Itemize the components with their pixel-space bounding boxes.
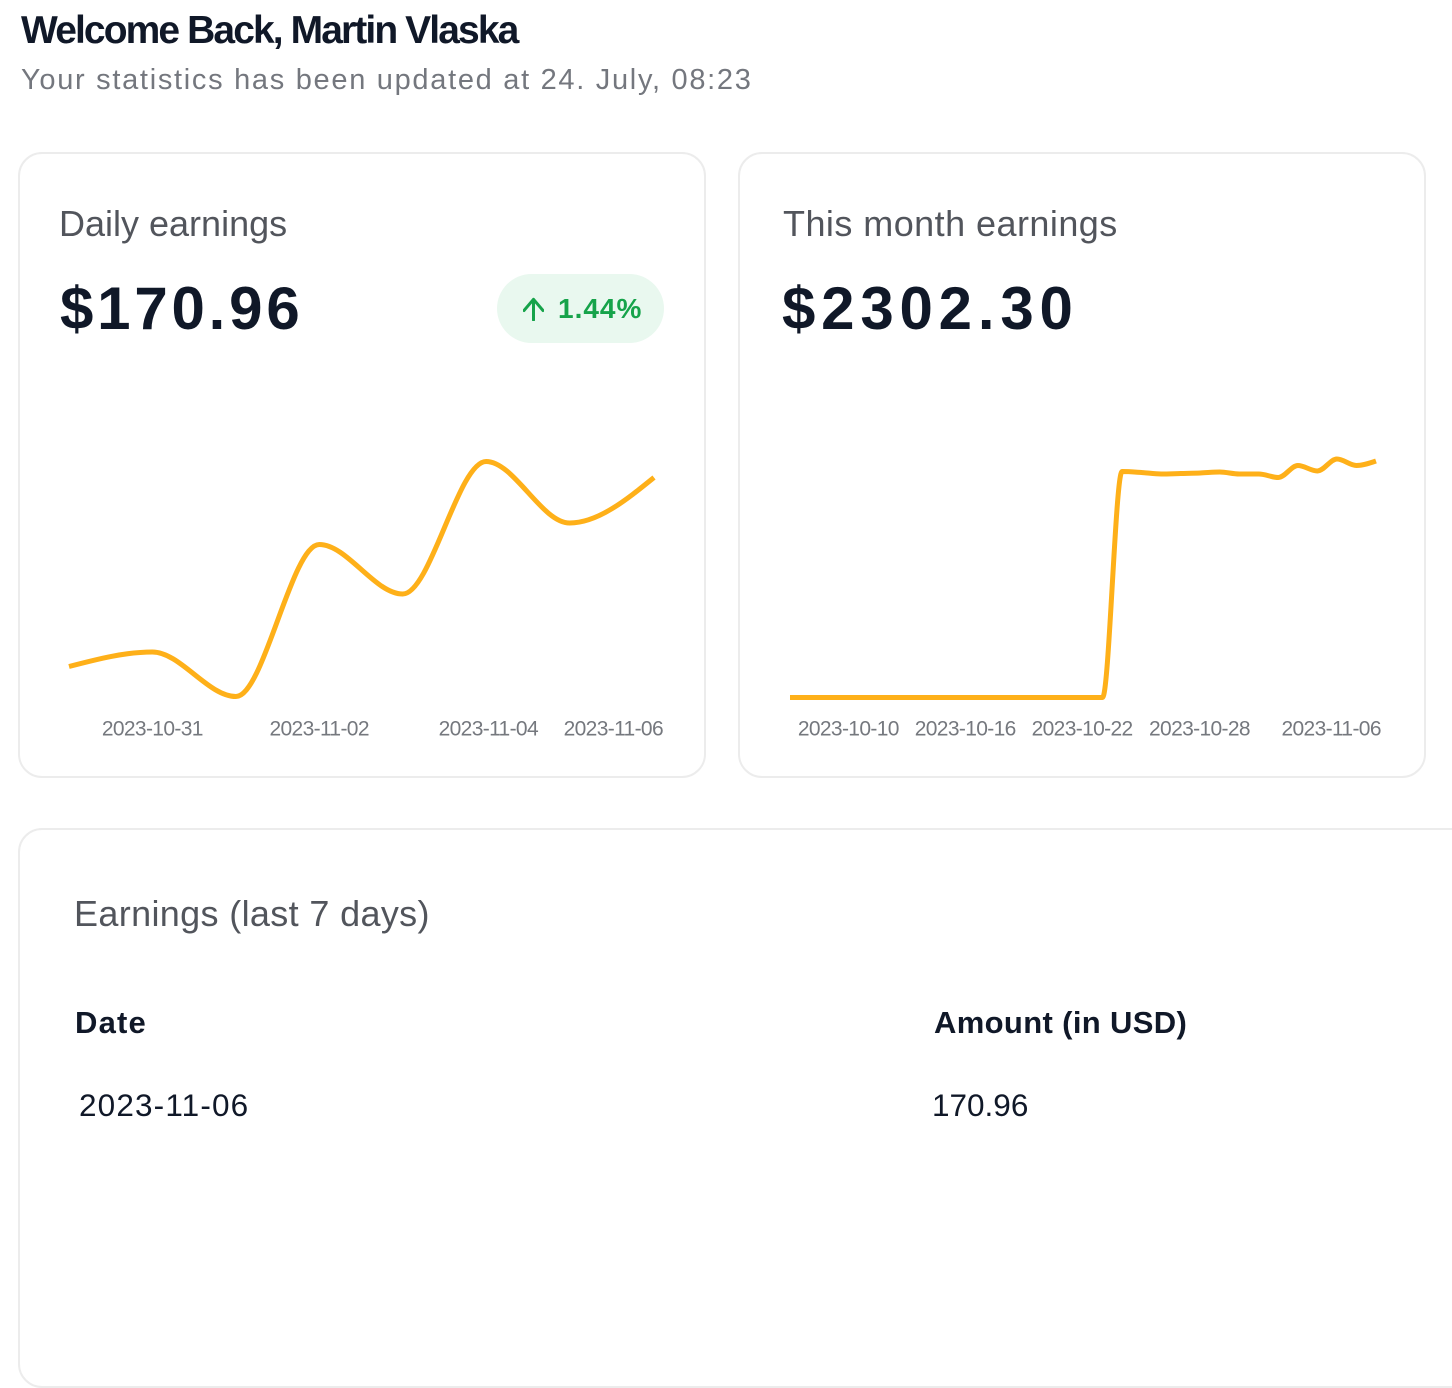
svg-text:2023-10-10: 2023-10-10 xyxy=(798,717,899,740)
svg-text:2023-10-22: 2023-10-22 xyxy=(1032,717,1133,740)
svg-text:2023-11-06: 2023-11-06 xyxy=(564,717,663,740)
svg-text:2023-10-28: 2023-10-28 xyxy=(1149,717,1250,740)
svg-text:2023-11-04: 2023-11-04 xyxy=(439,717,539,740)
svg-text:2023-10-31: 2023-10-31 xyxy=(102,717,203,740)
svg-text:2023-11-06: 2023-11-06 xyxy=(1282,717,1381,740)
svg-text:2023-10-16: 2023-10-16 xyxy=(915,717,1016,740)
svg-text:2023-11-02: 2023-11-02 xyxy=(270,717,369,740)
